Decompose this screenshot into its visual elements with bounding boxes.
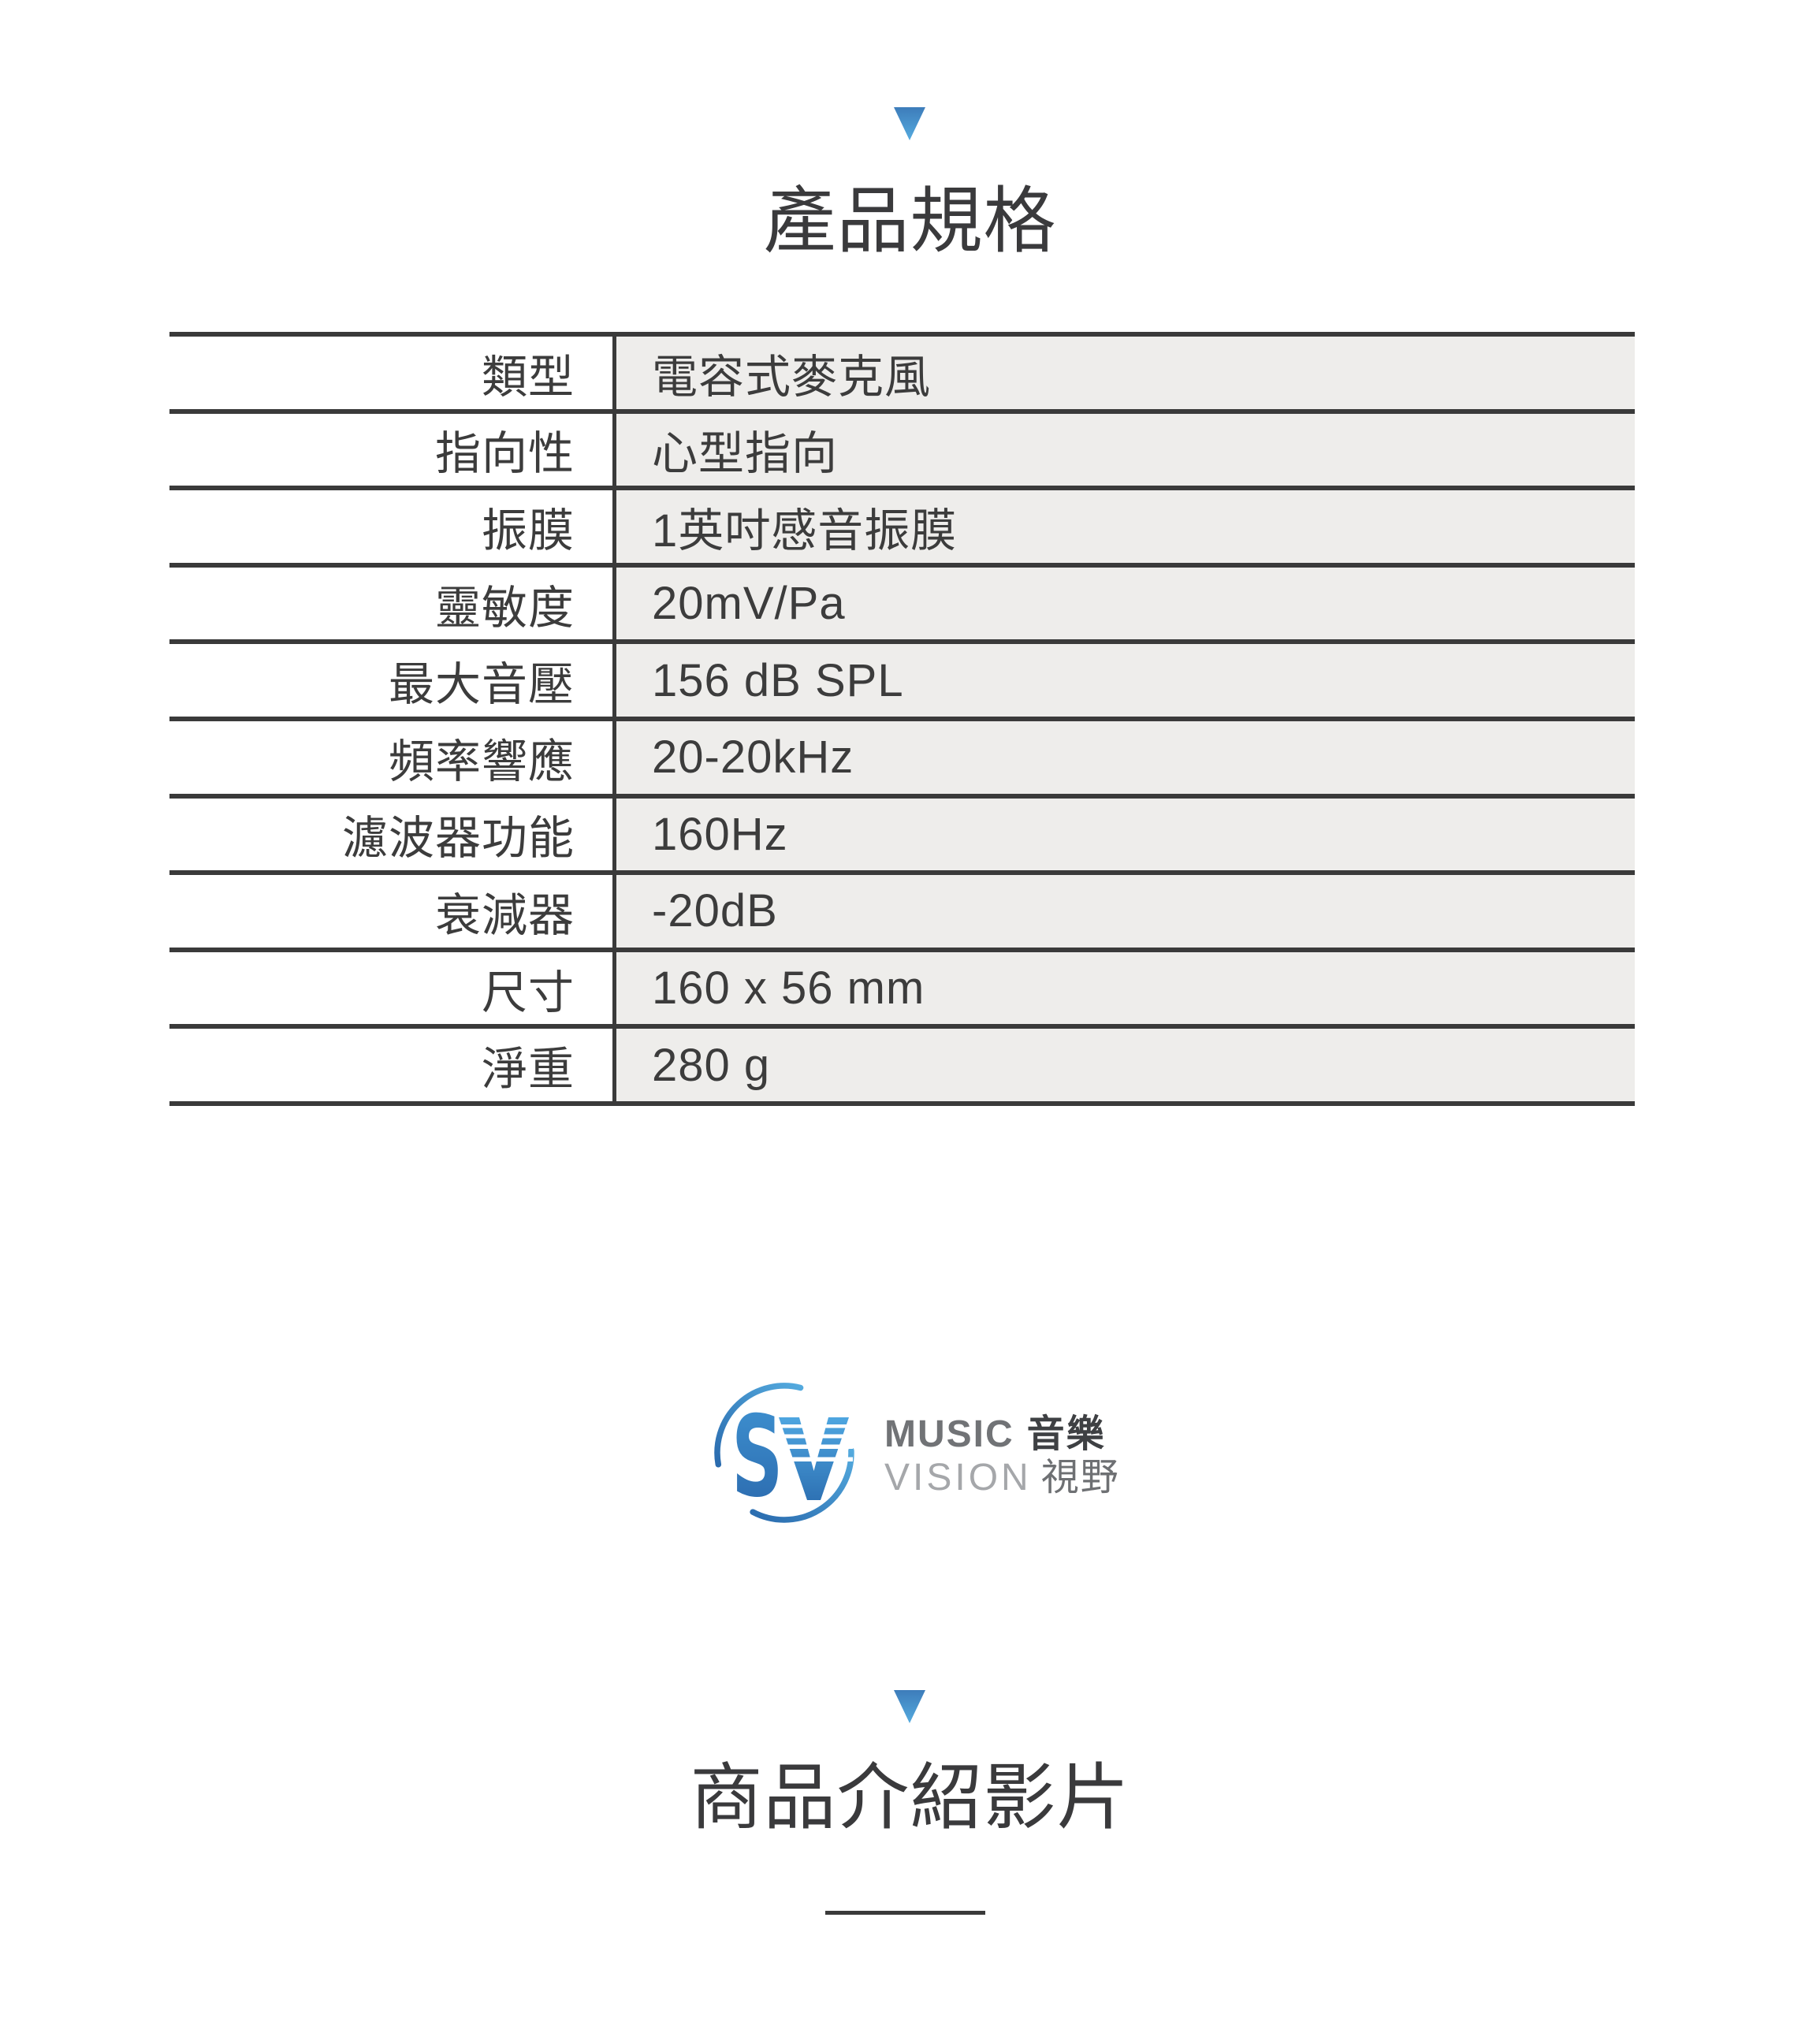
spec-label: 濾波器功能: [169, 798, 612, 871]
spec-value: -20dB: [612, 875, 1635, 948]
spec-label: 淨重: [169, 1029, 612, 1101]
section-underline: [825, 1911, 985, 1915]
table-row: 振膜 1英吋感音振膜: [169, 486, 1635, 563]
logo-circle-arcs: [714, 1383, 854, 1523]
logo-letter-s: S: [731, 1392, 783, 1523]
brand-vision-en: VISION: [884, 1457, 1032, 1499]
spec-label: 最大音壓: [169, 644, 612, 717]
spec-label: 衰減器: [169, 875, 612, 948]
spec-label: 靈敏度: [169, 567, 612, 640]
brand-music-zh: 音樂: [1026, 1413, 1106, 1455]
spec-table: 類型 電容式麥克風 指向性 心型指向 振膜 1英吋感音振膜 靈敏度 20mV/P…: [169, 332, 1635, 1106]
spec-label: 類型: [169, 337, 612, 409]
spec-value: 1英吋感音振膜: [612, 490, 1635, 563]
spec-value: 156 dB SPL: [612, 644, 1635, 717]
spec-value: 心型指向: [612, 413, 1635, 486]
spec-value: 280 g: [612, 1029, 1635, 1101]
spec-label: 振膜: [169, 490, 612, 563]
triangle-down-icon: [894, 107, 925, 140]
spec-label: 尺寸: [169, 951, 612, 1025]
spec-label: 指向性: [169, 413, 612, 486]
video-section-title: 商品介紹影片: [690, 1758, 1130, 1838]
spec-value: 160 x 56 mm: [612, 951, 1635, 1025]
table-row: 類型 電容式麥克風: [169, 332, 1635, 409]
table-row: 衰減器 -20dB: [169, 870, 1635, 948]
spec-value: 20mV/Pa: [612, 567, 1635, 640]
table-row: 淨重 280 g: [169, 1024, 1635, 1101]
table-row: 指向性 心型指向: [169, 408, 1635, 486]
spec-value: 20-20kHz: [612, 720, 1635, 794]
brand-vision-zh: 視野: [1040, 1457, 1120, 1499]
spec-value: 160Hz: [612, 798, 1635, 871]
table-row: 靈敏度 20mV/Pa: [169, 562, 1635, 640]
brand-wordmark: MUSIC 音樂 VISION 視野: [884, 1416, 1120, 1497]
spec-section-title: 產品規格: [763, 181, 1057, 262]
brand-line-vision: VISION 視野: [884, 1459, 1120, 1497]
table-row: 頻率響應 20-20kHz: [169, 716, 1635, 794]
table-row: 尺寸 160 x 56 mm: [169, 947, 1635, 1025]
logo-letter-v: [777, 1417, 853, 1500]
sv-logo: S: [709, 1376, 867, 1541]
brand-music-en: MUSIC: [884, 1413, 1014, 1455]
table-row: 最大音壓 156 dB SPL: [169, 639, 1635, 717]
triangle-down-icon: [894, 1690, 925, 1723]
spec-label: 頻率響應: [169, 720, 612, 794]
svg-text:S: S: [731, 1392, 783, 1523]
brand-line-music: MUSIC 音樂: [884, 1416, 1120, 1454]
spec-value: 電容式麥克風: [612, 337, 1635, 409]
table-row: 濾波器功能 160Hz: [169, 793, 1635, 871]
